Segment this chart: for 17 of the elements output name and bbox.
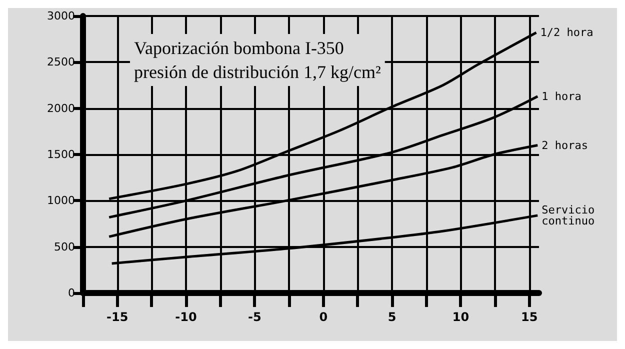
series-label: 2 horas <box>542 138 588 152</box>
series-label: 1 hora <box>542 90 582 103</box>
text: Vaporización bombona I-350 presión de distribución 1,7 kg/cm² <box>134 38 381 82</box>
series-label: 1/2 hora <box>540 26 594 40</box>
y-tick-label: 2500 <box>47 56 75 69</box>
y-tick-label: 1500 <box>47 148 75 161</box>
x-tick-label: -5 <box>248 310 262 324</box>
y-tick-label: 3000 <box>47 10 75 22</box>
x-tick-label: 15 <box>521 310 538 324</box>
y-tick-label: 1000 <box>47 194 75 208</box>
x-tick-label: 5 <box>388 310 396 324</box>
x-tick-label: 0 <box>319 310 328 324</box>
series-label: Servicio continuo <box>542 203 602 228</box>
y-tick-label: 2000 <box>47 102 75 115</box>
x-tick-label: 10 <box>452 310 470 324</box>
x-tick-label: -15 <box>106 310 128 324</box>
x-tick-label: -10 <box>175 310 197 324</box>
